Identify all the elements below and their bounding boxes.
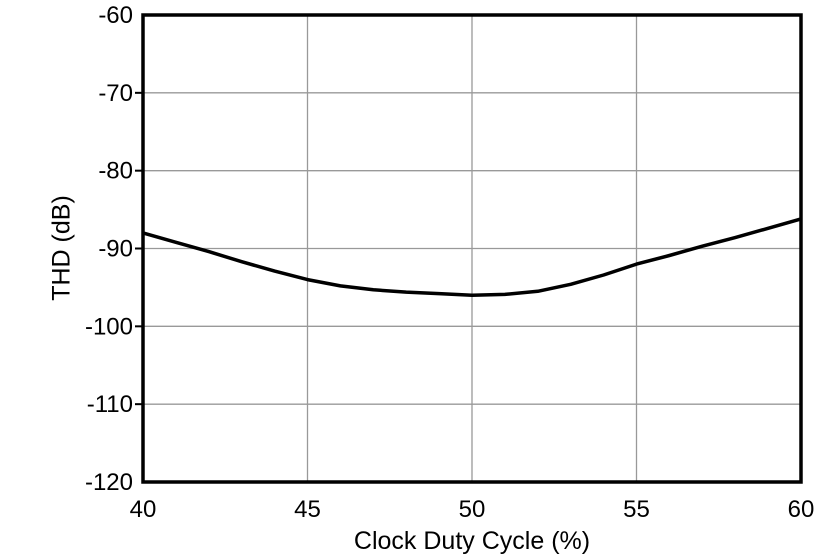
y-tick-label: -70 xyxy=(98,80,133,107)
y-axis-title: THD (dB) xyxy=(47,195,76,301)
x-axis-title: Clock Duty Cycle (%) xyxy=(353,527,591,555)
x-tick-label: 40 xyxy=(130,496,157,523)
y-tick-label: -100 xyxy=(85,313,133,340)
y-tick-label: -80 xyxy=(98,158,133,185)
y-tick-label: -60 xyxy=(98,2,133,29)
x-tick-label: 50 xyxy=(459,496,486,523)
x-tick-label: 60 xyxy=(788,496,815,523)
plot-frame xyxy=(141,13,803,484)
y-tick-label: -110 xyxy=(87,391,133,418)
x-tick-label: 45 xyxy=(294,496,321,523)
y-tick-label: -120 xyxy=(85,469,133,496)
x-tick-label: 55 xyxy=(623,496,650,523)
y-tick-label: -90 xyxy=(98,236,133,263)
thd-curve xyxy=(142,217,802,297)
